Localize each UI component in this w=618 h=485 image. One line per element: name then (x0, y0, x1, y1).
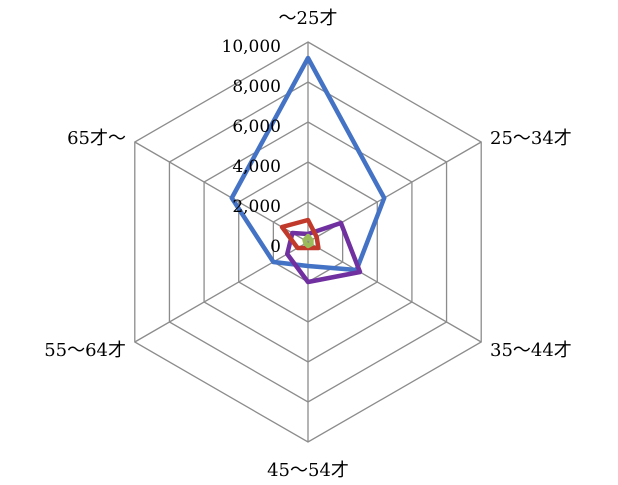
category-label-25-34: 25～34才 (490, 128, 572, 149)
spoke-5 (134, 141, 309, 243)
tick-label-2000: 2,000 (232, 197, 281, 217)
category-label-under-25: ～25才 (279, 8, 338, 29)
category-label-55-64: 55～64才 (44, 340, 126, 361)
series-line-2 (284, 220, 363, 285)
series-line-4 (302, 233, 314, 249)
spoke-4 (134, 241, 309, 343)
category-label-65-plus: 65才～ (67, 128, 126, 149)
category-label-35-44: 35～44才 (490, 340, 572, 361)
tick-label-10000: 10,000 (222, 37, 281, 57)
tick-label-8000: 8,000 (232, 77, 281, 97)
radial-axis-ticks: 10,000 8,000 6,000 4,000 2,000 0 (222, 37, 281, 257)
category-label-45-54: 45～54才 (267, 460, 349, 481)
radar-series (229, 55, 387, 285)
tick-label-0: 0 (270, 237, 281, 257)
tick-label-4000: 4,000 (232, 157, 281, 177)
category-labels: ～25才 25～34才 35～44才 45～54才 55～64才 65才～ (44, 8, 572, 481)
tick-label-6000: 6,000 (232, 117, 281, 137)
series-line-1 (229, 55, 387, 273)
spoke-2 (307, 241, 482, 343)
radar-grid (134, 41, 482, 443)
